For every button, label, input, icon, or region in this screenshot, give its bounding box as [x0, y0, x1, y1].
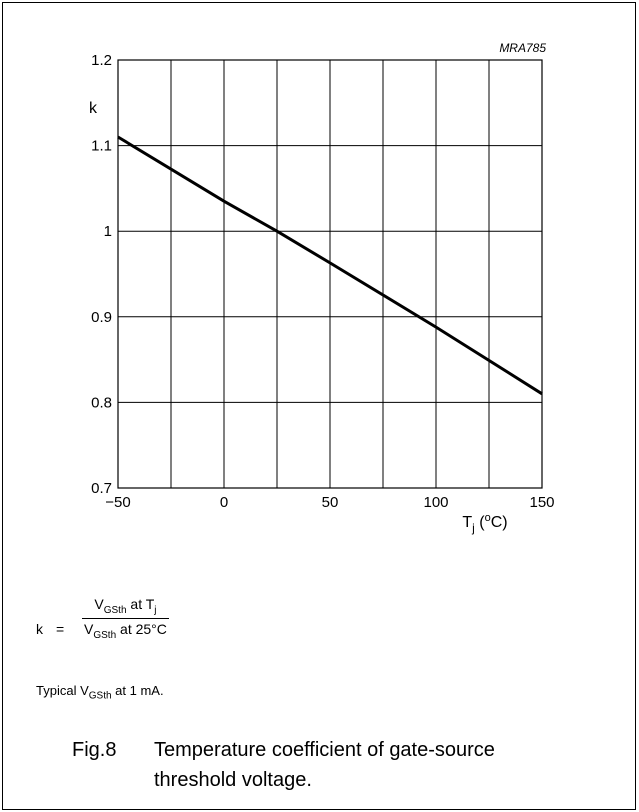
chart: 0.7 0.8 0.9 1 1.1 1.2 −50 0 50 100 150 MRA785 k T… [89, 41, 555, 535]
x-tick-label: 0 [220, 494, 228, 511]
formula-fraction: VGSth at Tj VGSth at 25°C [82, 596, 169, 641]
series-line-k [117, 135, 543, 396]
x-tick-label: 150 [529, 494, 554, 511]
formula-numerator: VGSth at Tj [94, 596, 157, 616]
typical-note: Typical VGSth at 1 mA. [36, 683, 164, 702]
figure-number: Fig.8 [72, 739, 117, 761]
x-tick-label: 100 [423, 494, 448, 511]
figure-code: MRA785 [499, 41, 546, 55]
x-tick-labels: −50 0 50 100 150 [105, 494, 554, 511]
plot-border [117, 59, 543, 489]
formula-denominator: VGSth at 25°C [82, 617, 169, 641]
figure-caption-text: Temperature coefficient of gate-source t… [154, 739, 495, 791]
x-tick-label: −50 [105, 494, 130, 511]
x-tick-label: 50 [322, 494, 339, 511]
formula-equals: = [56, 621, 65, 637]
y-axis-label: k [89, 100, 98, 117]
y-tick-labels: 0.7 0.8 0.9 1 1.1 1.2 [91, 52, 112, 497]
x-axis-label: Tj (oC) [462, 512, 507, 535]
y-tick-label: 0.8 [91, 394, 112, 411]
y-tick-label: 1.2 [91, 52, 112, 69]
y-tick-label: 0.7 [91, 480, 112, 497]
grid [118, 60, 542, 488]
y-tick-label: 0.9 [91, 309, 112, 326]
y-tick-label: 1.1 [91, 138, 112, 155]
y-tick-label: 1 [104, 223, 112, 240]
formula-k: k [36, 621, 43, 637]
